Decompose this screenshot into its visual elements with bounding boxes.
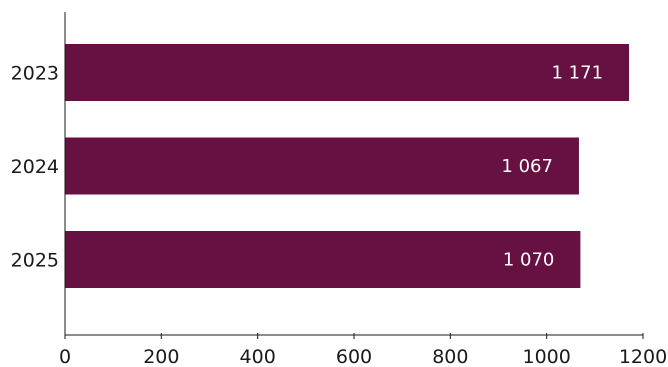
x-tick-label-0: 0 [59,346,71,367]
x-tick-label-1200: 1200 [619,346,667,367]
x-tick-label-400: 400 [240,346,276,367]
data-label-2024: 1 067 [501,156,553,177]
data-label-2025: 1 070 [503,250,555,271]
bar-2025 [65,231,581,288]
category-label-2023: 2023 [11,63,59,85]
category-labels: 2023 2024 2025 [11,63,59,272]
bars-layer: 1 171 1 067 1 070 [65,44,630,288]
bar-2023 [65,44,630,101]
x-tick-label-200: 200 [143,346,179,367]
bar-2024 [65,137,579,195]
category-label-2024: 2024 [11,156,59,178]
data-label-2023: 1 171 [552,63,604,84]
x-tick-label-600: 600 [336,346,372,367]
category-label-2025: 2025 [11,250,59,272]
x-axis-ticks: 0 200 400 600 800 1000 1200 [59,333,667,367]
x-tick-label-1000: 1000 [522,346,570,367]
x-tick-label-800: 800 [432,346,468,367]
